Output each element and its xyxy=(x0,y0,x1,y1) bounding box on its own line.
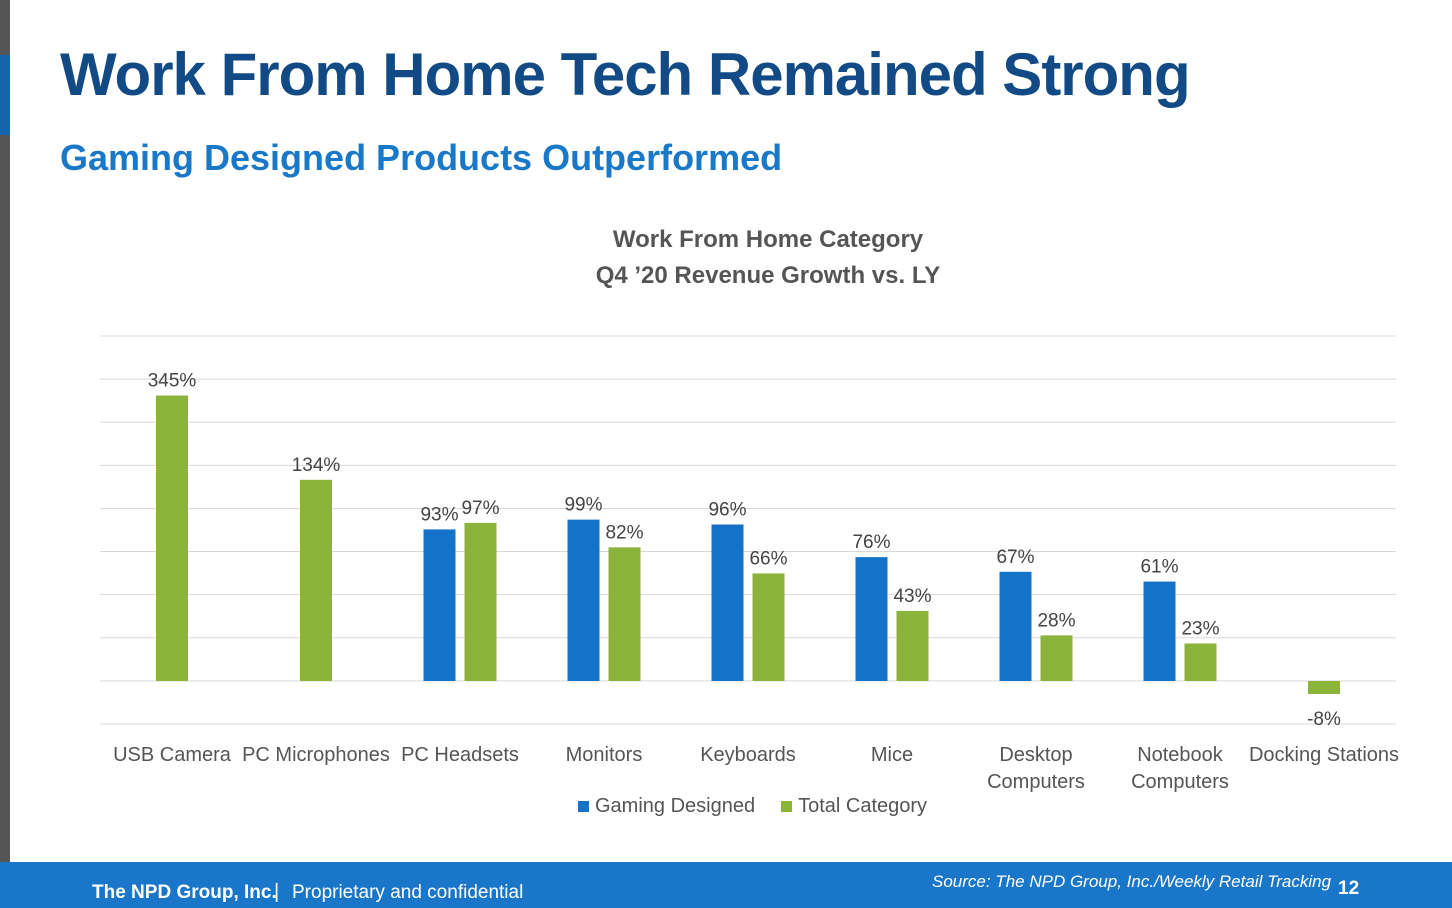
page-number: 12 xyxy=(1338,878,1360,899)
data-label: 66% xyxy=(749,548,787,569)
legend-item-total: Total Category xyxy=(781,795,927,818)
footer-source: Source: The NPD Group, Inc./Weekly Retai… xyxy=(932,872,1332,891)
footer-bar: The NPD Group, Inc. | Proprietary and co… xyxy=(0,862,1452,908)
category-label: Docking Stations xyxy=(1249,744,1399,766)
legend-label-total: Total Category xyxy=(798,795,928,817)
legend-label-gaming: Gaming Designed xyxy=(595,795,756,817)
bar-total xyxy=(896,610,929,681)
legend-swatch-gaming xyxy=(578,801,589,812)
data-label: 43% xyxy=(893,586,931,607)
legend-item-gaming: Gaming Designed xyxy=(578,795,755,818)
category-label: Mice xyxy=(871,744,913,766)
category-label: PC Microphones xyxy=(242,744,390,766)
bar-gaming xyxy=(567,519,600,681)
chart-title-line1: Work From Home Category xyxy=(612,226,924,253)
bar-total xyxy=(752,573,785,681)
footer-company: The NPD Group, Inc. xyxy=(92,882,277,903)
bar-total xyxy=(1184,643,1217,681)
data-label: 97% xyxy=(461,498,499,519)
data-label: 99% xyxy=(564,495,602,516)
data-label: 96% xyxy=(708,500,746,521)
slide-subtitle: Gaming Designed Products Outperformed xyxy=(60,137,783,178)
category-label: Keyboards xyxy=(700,744,796,766)
bar-total xyxy=(464,522,497,681)
chart-title-line2: Q4 ’20 Revenue Growth vs. LY xyxy=(595,262,941,289)
data-label: 82% xyxy=(605,522,643,543)
data-label: 23% xyxy=(1181,619,1219,640)
legend-swatch-total xyxy=(781,801,793,812)
bar-gaming xyxy=(855,557,888,681)
bar-total xyxy=(608,547,641,681)
left-accent-highlight xyxy=(0,55,10,135)
data-label: 28% xyxy=(1037,610,1075,631)
category-label: Computers xyxy=(1131,771,1229,793)
bar-total xyxy=(300,479,332,681)
bar-total xyxy=(1308,681,1340,695)
data-label: 61% xyxy=(1140,557,1178,578)
left-accent-bar xyxy=(0,0,10,908)
bar-gaming xyxy=(423,529,456,681)
bar-total xyxy=(156,395,188,681)
bar-gaming xyxy=(1143,581,1176,681)
footer-confidential: Proprietary and confidential xyxy=(292,882,524,903)
data-label: 76% xyxy=(852,532,890,553)
category-label: USB Camera xyxy=(113,744,232,766)
data-label: 345% xyxy=(148,371,197,392)
data-label: 134% xyxy=(292,455,341,476)
category-label: Notebook xyxy=(1137,744,1224,766)
bar-gaming xyxy=(999,571,1032,681)
data-label: -8% xyxy=(1307,709,1341,730)
category-label: PC Headsets xyxy=(401,744,519,766)
footer-separator: | xyxy=(274,881,280,903)
bar-total xyxy=(1040,635,1073,681)
category-label: Monitors xyxy=(566,744,643,766)
category-label: Computers xyxy=(987,771,1085,793)
bar-chart: 345% USB Camera 134% PC Microphones 93% 97% PC… xyxy=(100,335,1399,793)
data-label: 93% xyxy=(420,504,458,525)
chart-legend: Gaming Designed Total Category xyxy=(578,795,953,818)
category-label: Desktop xyxy=(999,744,1072,766)
data-label: 67% xyxy=(996,547,1034,568)
bar-gaming xyxy=(711,524,744,681)
slide-title: Work From Home Tech Remained Strong xyxy=(60,41,1191,108)
